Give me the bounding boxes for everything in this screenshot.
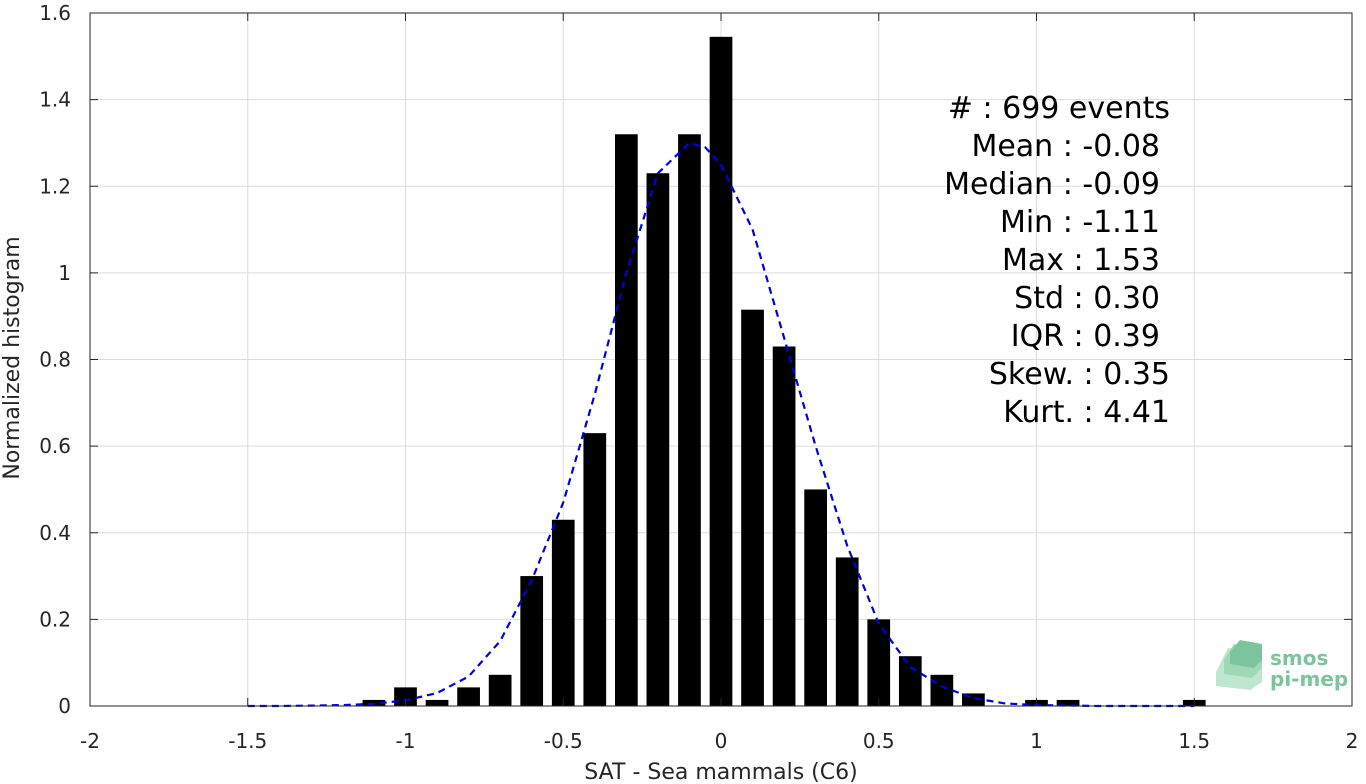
histogram-bar xyxy=(425,699,449,706)
histogram-bar xyxy=(394,687,417,706)
logo-line2: pi-mep xyxy=(1270,667,1348,691)
histogram-bar xyxy=(583,433,607,706)
histogram-bar xyxy=(835,557,859,706)
stats-line: Std : 0.30 xyxy=(1014,281,1160,316)
histogram-bar xyxy=(488,674,512,706)
smos-pi-mep-logo: smos pi-mep xyxy=(1216,640,1348,691)
stats-line: Median : -0.09 xyxy=(944,167,1160,202)
y-tick-label: 1.6 xyxy=(39,1,71,25)
x-tick-label: -1 xyxy=(396,729,416,753)
stats-line: Max : 1.53 xyxy=(1002,243,1160,278)
logo-mark-icon xyxy=(1216,640,1262,690)
logo-line1: smos xyxy=(1270,646,1328,670)
histogram-bar xyxy=(741,309,764,706)
histogram-bar xyxy=(678,134,701,706)
x-tick-labels: -2 -1.5 -1 -0.5 0 0.5 1 1.5 2 xyxy=(80,729,1358,753)
histogram-bar xyxy=(457,687,480,706)
stats-line: Min : -1.11 xyxy=(1000,205,1160,240)
histogram-bar xyxy=(898,656,922,706)
axis-ticks xyxy=(89,12,1353,707)
stats-line: Mean : -0.08 xyxy=(971,129,1160,164)
stats-line: Kurt. : 4.41 xyxy=(1003,395,1170,430)
y-tick-label: 0.4 xyxy=(39,521,71,545)
histogram-bar xyxy=(614,134,638,706)
histogram-bars xyxy=(362,36,1206,707)
y-tick-labels: 0 0.2 0.4 0.6 0.8 1 1.2 1.4 1.6 xyxy=(39,1,71,718)
y-tick-label: 1.2 xyxy=(39,174,71,198)
y-axis-label: Normalized histogram xyxy=(0,236,25,479)
x-tick-label: 2 xyxy=(1346,729,1359,753)
stats-line: # : 699 events xyxy=(948,91,1170,126)
y-tick-label: 0.6 xyxy=(39,434,71,458)
x-tick-label: 1.5 xyxy=(1178,729,1210,753)
y-tick-label: 0 xyxy=(58,694,71,718)
histogram-bar xyxy=(772,346,796,706)
x-tick-label: -0.5 xyxy=(544,729,583,753)
stats-line: IQR : 0.39 xyxy=(1011,319,1160,354)
histogram-bar xyxy=(804,489,828,706)
y-tick-label: 0.2 xyxy=(39,607,71,631)
x-tick-label: 1 xyxy=(1030,729,1043,753)
y-tick-label: 1.4 xyxy=(39,88,71,112)
x-tick-label: -2 xyxy=(80,729,100,753)
x-tick-label: 0.5 xyxy=(863,729,895,753)
histogram-bar xyxy=(867,619,891,706)
histogram-bar xyxy=(646,173,670,707)
x-axis-label: SAT - Sea mammals (C6) xyxy=(584,760,857,784)
histogram-bar xyxy=(930,674,954,706)
histogram-bar xyxy=(1056,699,1080,706)
histogram-bar xyxy=(520,576,544,706)
y-tick-label: 1 xyxy=(58,261,71,285)
histogram-bar xyxy=(709,36,733,706)
fit-curve xyxy=(247,141,1195,708)
x-tick-label: 0 xyxy=(715,729,728,753)
stats-line: Skew. : 0.35 xyxy=(989,357,1170,392)
y-tick-label: 0.8 xyxy=(39,348,71,372)
x-tick-label: -1.5 xyxy=(228,729,267,753)
histogram-bar xyxy=(551,519,575,706)
